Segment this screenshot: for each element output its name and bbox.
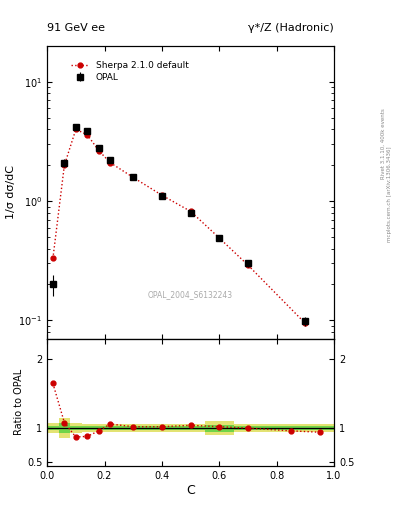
- Line: Sherpa 2.1.0 default: Sherpa 2.1.0 default: [50, 127, 308, 326]
- Sherpa 2.1.0 default: [131, 175, 136, 181]
- Sherpa 2.1.0 default: [188, 208, 193, 215]
- Text: Rivet 3.1.10, 400k events: Rivet 3.1.10, 400k events: [381, 108, 386, 179]
- Sherpa 2.1.0 default: [62, 162, 67, 168]
- Sherpa 2.1.0 default: [246, 262, 250, 268]
- Bar: [70, 426, 82, 430]
- Bar: [205, 424, 233, 432]
- Bar: [205, 421, 233, 435]
- Bar: [176, 424, 205, 432]
- Bar: [105, 424, 116, 432]
- Sherpa 2.1.0 default: [217, 235, 222, 241]
- Bar: [116, 426, 148, 430]
- Bar: [47, 426, 59, 430]
- Bar: [93, 426, 105, 430]
- Bar: [271, 424, 334, 432]
- Bar: [233, 424, 271, 432]
- Bar: [105, 426, 116, 430]
- Text: OPAL_2004_S6132243: OPAL_2004_S6132243: [148, 290, 233, 300]
- Sherpa 2.1.0 default: [51, 255, 55, 262]
- Bar: [82, 424, 93, 432]
- Bar: [148, 426, 176, 430]
- Sherpa 2.1.0 default: [73, 126, 78, 133]
- Sherpa 2.1.0 default: [160, 192, 164, 198]
- Text: γ*/Z (Hadronic): γ*/Z (Hadronic): [248, 23, 334, 33]
- X-axis label: C: C: [186, 483, 195, 497]
- Text: mcplots.cern.ch [arXiv:1306.3436]: mcplots.cern.ch [arXiv:1306.3436]: [387, 147, 391, 242]
- Bar: [93, 424, 105, 432]
- Bar: [82, 426, 93, 430]
- Bar: [59, 423, 70, 433]
- Bar: [148, 424, 176, 432]
- Sherpa 2.1.0 default: [85, 132, 90, 138]
- Legend: Sherpa 2.1.0 default, OPAL: Sherpa 2.1.0 default, OPAL: [66, 56, 193, 86]
- Bar: [176, 426, 205, 430]
- Bar: [271, 426, 334, 430]
- Sherpa 2.1.0 default: [108, 160, 113, 166]
- Text: 91 GeV ee: 91 GeV ee: [47, 23, 105, 33]
- Y-axis label: Ratio to OPAL: Ratio to OPAL: [14, 369, 24, 435]
- Bar: [70, 423, 82, 433]
- Y-axis label: 1/σ dσ/dC: 1/σ dσ/dC: [6, 165, 16, 219]
- Bar: [47, 423, 59, 433]
- Sherpa 2.1.0 default: [303, 321, 308, 327]
- Bar: [233, 426, 271, 430]
- Sherpa 2.1.0 default: [96, 147, 101, 154]
- Bar: [116, 424, 148, 432]
- Bar: [59, 418, 70, 438]
